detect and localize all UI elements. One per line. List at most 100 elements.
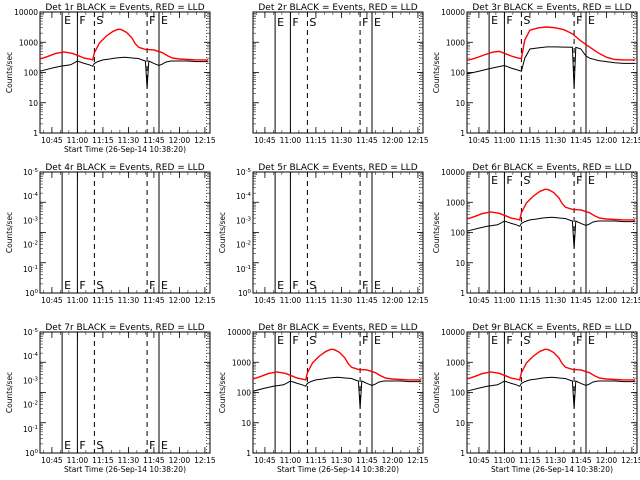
series-line-lld xyxy=(466,348,636,381)
panel-title: Det 3r BLACK = Events, RED = LLD xyxy=(472,3,631,13)
panel-title: Det 8r BLACK = Events, RED = LLD xyxy=(258,323,417,333)
marker-label: E xyxy=(374,334,381,347)
panel-title: Det 1r BLACK = Events, RED = LLD xyxy=(45,3,204,13)
marker-label: E xyxy=(588,174,595,187)
y-tick-label: 100 xyxy=(24,69,39,78)
x-tick-label: 11:45 xyxy=(143,296,165,305)
marker-label: S xyxy=(523,334,530,347)
y-tick-label: 100 xyxy=(451,69,466,78)
y-tick-label: 10 xyxy=(455,419,465,428)
x-tick-label: 11:30 xyxy=(118,456,140,465)
y-tick-label: 10-3 xyxy=(236,216,252,225)
marker-label: F xyxy=(79,279,85,292)
marker-label: E xyxy=(588,14,595,27)
x-tick-label: 12:00 xyxy=(169,296,191,305)
x-tick-label: 11:30 xyxy=(118,136,140,145)
x-tick-label: 11:00 xyxy=(67,136,89,145)
marker-label: F xyxy=(292,334,298,347)
x-tick-label: 12:00 xyxy=(382,456,404,465)
y-tick-label: 10000 xyxy=(441,328,465,337)
panel-title: Det 5r BLACK = Events, RED = LLD xyxy=(258,163,417,173)
marker-label: F xyxy=(576,334,582,347)
x-tick-label: 10:45 xyxy=(41,296,63,305)
marker-label: E xyxy=(277,16,284,29)
y-tick-label: 100 xyxy=(451,229,466,238)
marker-label: E xyxy=(64,439,71,452)
y-axis-label: Counts/sec xyxy=(5,52,14,93)
x-tick-label: 11:45 xyxy=(356,296,378,305)
y-tick-label: 10 xyxy=(455,259,465,268)
marker-label: F xyxy=(362,334,368,347)
marker-label: E xyxy=(64,14,71,27)
marker-label: E xyxy=(491,14,498,27)
panel-title: Det 6r BLACK = Events, RED = LLD xyxy=(472,163,631,173)
x-tick-label: 10:45 xyxy=(254,296,276,305)
marker-label: E xyxy=(491,334,498,347)
y-tick-label: 1000 xyxy=(446,198,465,207)
panel-title: Det 7r BLACK = Events, RED = LLD xyxy=(45,323,204,333)
x-tick-label: 11:15 xyxy=(305,456,327,465)
y-tick-label: 10 xyxy=(241,419,251,428)
marker-label: S xyxy=(523,174,530,187)
x-tick-label: 11:00 xyxy=(494,296,516,305)
marker-label: E xyxy=(374,16,381,29)
x-tick-label: 10:45 xyxy=(254,456,276,465)
x-tick-label: 12:15 xyxy=(194,136,216,145)
x-tick-label: 12:15 xyxy=(194,456,216,465)
panel-title: Det 9r BLACK = Events, RED = LLD xyxy=(472,323,631,333)
panel-det-1: Det 1r BLACK = Events, RED = LLD 1 10 100 10… xyxy=(5,3,216,154)
panel-det-4: Det 4r BLACK = Events, RED = LLD 100 10-1 1… xyxy=(5,163,216,305)
y-tick-label: 10-3 xyxy=(23,376,39,385)
x-tick-label: 11:00 xyxy=(280,136,302,145)
panel-det-6: Det 6r BLACK = Events, RED = LLD 1 10 100 10… xyxy=(432,163,640,305)
x-axis-label: Start Time (26-Sep-14 10:38:20) xyxy=(64,465,186,474)
x-tick-label: 12:00 xyxy=(169,136,191,145)
series-line-lld xyxy=(39,28,209,61)
marker-label: S xyxy=(523,14,530,27)
y-axis-label: Counts/sec xyxy=(5,212,14,253)
marker-label: E xyxy=(277,334,284,347)
x-tick-label: 10:45 xyxy=(468,136,490,145)
panel-det-8: Det 8r BLACK = Events, RED = LLD 1 10 100 10… xyxy=(218,323,429,474)
x-tick-label: 11:30 xyxy=(545,296,567,305)
marker-label: F xyxy=(292,279,298,292)
x-tick-label: 10:45 xyxy=(41,456,63,465)
x-tick-label: 11:15 xyxy=(519,456,541,465)
panel-grid: Det 1r BLACK = Events, RED = LLD11010010… xyxy=(5,3,640,474)
x-tick-label: 11:45 xyxy=(356,456,378,465)
x-tick-label: 11:45 xyxy=(570,136,592,145)
x-tick-label: 10:45 xyxy=(41,136,63,145)
marker-label: F xyxy=(149,14,155,27)
x-tick-label: 12:00 xyxy=(169,456,191,465)
y-tick-label: 10-4 xyxy=(23,192,39,201)
series-line-lld xyxy=(466,188,636,221)
x-tick-label: 11:15 xyxy=(92,296,114,305)
y-tick-label: 10-5 xyxy=(23,168,39,177)
y-tick-label: 100 xyxy=(237,389,252,398)
x-tick-label: 11:45 xyxy=(143,456,165,465)
y-tick-label: 10-1 xyxy=(23,425,38,434)
y-tick-label: 10-2 xyxy=(23,401,38,410)
marker-label: S xyxy=(309,16,316,29)
marker-label: F xyxy=(576,14,582,27)
y-tick-label: 10-5 xyxy=(236,168,252,177)
x-tick-label: 12:00 xyxy=(382,136,404,145)
x-tick-label: 11:00 xyxy=(67,456,89,465)
y-axis-label: Counts/sec xyxy=(5,372,14,413)
y-tick-label: 100 xyxy=(451,389,466,398)
y-tick-label: 1000 xyxy=(19,38,38,47)
x-tick-label: 10:45 xyxy=(254,136,276,145)
marker-label: E xyxy=(161,279,168,292)
y-tick-label: 10-4 xyxy=(23,352,39,361)
x-tick-label: 11:45 xyxy=(570,296,592,305)
y-tick-label: 10-3 xyxy=(23,216,39,225)
x-tick-label: 12:00 xyxy=(596,136,618,145)
x-tick-label: 11:00 xyxy=(494,136,516,145)
series-line-events xyxy=(466,376,636,409)
x-tick-label: 11:00 xyxy=(280,296,302,305)
x-tick-label: 11:00 xyxy=(280,456,302,465)
marker-label: F xyxy=(149,279,155,292)
marker-label: F xyxy=(362,279,368,292)
